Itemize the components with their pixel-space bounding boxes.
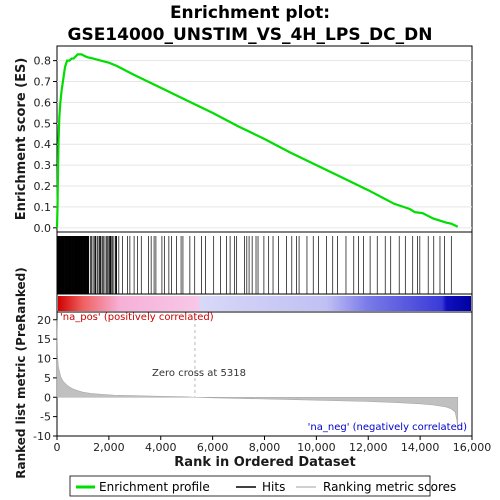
es-y-tick-label: 0.6: [34, 96, 52, 109]
metric-y-tick-label: 20: [37, 314, 51, 327]
es-y-tick-label: 0.3: [34, 159, 52, 172]
hit-lines: [56, 236, 452, 294]
es-y-tick-label: 0.7: [34, 76, 52, 89]
x-tick-label: 0: [54, 441, 61, 454]
x-tick-label: 12,000: [349, 441, 388, 454]
metric-y-tick-label: 10: [37, 353, 51, 366]
enrichment-profile-line: [55, 53, 459, 228]
metric-y-axis-ticks: -10 -5 0 5 10 15 20: [33, 314, 57, 443]
metric-y-tick-label: 5: [44, 372, 51, 385]
zero-cross-label: Zero cross at 5318: [152, 368, 246, 379]
es-y-tick-label: 0.1: [34, 201, 52, 214]
metric-y-tick-label: -5: [40, 411, 51, 424]
es-y-tick-label: 0.8: [34, 55, 52, 68]
hits-panel-frame: [56, 231, 473, 295]
ranking-metric-area: [56, 319, 459, 431]
es-y-tick-label: 0.5: [34, 117, 52, 130]
x-tick-label: 2,000: [93, 441, 125, 454]
metric-y-tick-label: 0: [44, 391, 51, 404]
legend: Enrichment profile Hits Ranking metric s…: [69, 475, 456, 497]
x-axis-label: Rank in Ordered Dataset: [174, 455, 355, 470]
es-gridlines: [57, 60, 472, 229]
negative-correlation-label: 'na_neg' (negatively correlated): [308, 422, 467, 433]
positive-correlation-label: 'na_pos' (positively correlated): [60, 312, 214, 323]
metric-y-tick-label: -10: [33, 430, 51, 443]
x-tick-label: 10,000: [297, 441, 336, 454]
x-tick-label: 6,000: [197, 441, 229, 454]
es-y-axis-label: Enrichment score (ES): [14, 58, 29, 221]
x-axis-ticks: 0 2,000 4,000 6,000 8,000 10,000 12,000 14,000 1…: [54, 436, 492, 454]
es-y-tick-label: 0.2: [34, 180, 52, 193]
es-y-axis-ticks: 0.0 0.1 0.2 0.3 0.4 0.5 0.6 0.7 0.8: [34, 55, 57, 235]
es-y-tick-label: 0.0: [34, 222, 52, 235]
x-tick-label: 8,000: [249, 441, 281, 454]
legend-box: [69, 475, 431, 497]
x-tick-label: 14,000: [401, 441, 440, 454]
legend-label-metric: Ranking metric scores: [323, 480, 456, 494]
chart-title: Enrichment plot:: [170, 3, 330, 23]
legend-label-hits: Hits: [262, 480, 285, 494]
x-tick-label: 16,000: [453, 441, 492, 454]
rank-color-gradient: [58, 296, 471, 311]
x-tick-label: 4,000: [145, 441, 177, 454]
chart-subtitle: GSE14000_UNSTIM_VS_4H_LPS_DC_DN: [68, 25, 433, 45]
metric-y-axis-label: Ranked list metric (PreRanked): [14, 267, 28, 479]
metric-y-tick-label: 15: [37, 333, 51, 346]
metric-panel-frame: [56, 311, 473, 437]
legend-label-enrichment: Enrichment profile: [99, 480, 210, 494]
es-y-tick-label: 0.4: [34, 138, 52, 151]
